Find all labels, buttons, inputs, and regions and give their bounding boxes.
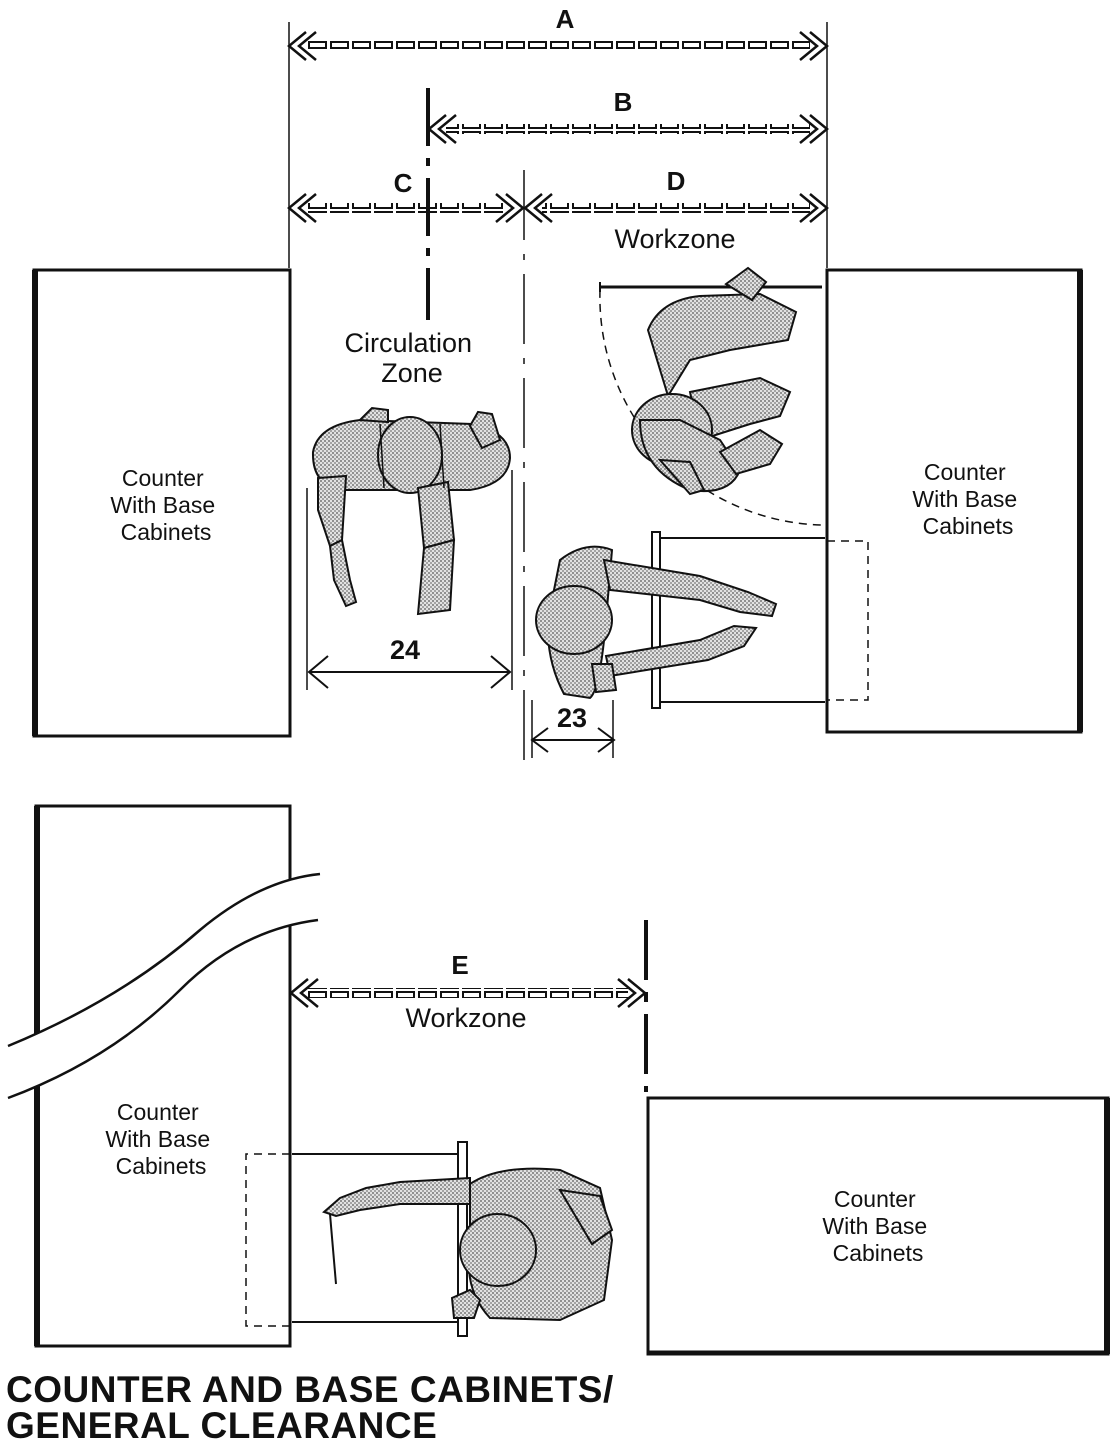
person-walking-icon: [311, 406, 512, 616]
dimension-c-label: C: [394, 168, 413, 198]
counter-top-right-label: Counter With Base Cabinets: [912, 459, 1023, 539]
workzone-top-label: Workzone: [614, 224, 735, 254]
counter-bottom-left: [7, 804, 321, 1348]
counter-bottom-right-label: Counter With Base Cabinets: [822, 1186, 933, 1266]
counter-bottom-left-label: Counter With Base Cabinets: [105, 1099, 216, 1179]
door-swing-top: [599, 282, 823, 526]
dimension-23: [530, 700, 616, 758]
dimension-a: [287, 31, 829, 61]
dimension-e-label: E: [451, 950, 468, 980]
dimension-24: [307, 655, 512, 689]
dimension-24-label: 24: [390, 635, 420, 665]
dimension-d: [523, 193, 829, 223]
dimension-c: [287, 193, 525, 223]
dimension-23-label: 23: [557, 703, 587, 733]
diagram-title: COUNTER AND BASE CABINETS/ GENERAL CLEAR…: [6, 1369, 614, 1446]
title-line-1: COUNTER AND BASE CABINETS/: [6, 1369, 614, 1410]
dimension-b: [427, 114, 829, 144]
dimension-a-label: A: [556, 4, 575, 34]
title-line-2: GENERAL CLEARANCE: [6, 1405, 438, 1446]
person-at-drawer-icon: [535, 545, 778, 700]
counter-top-left-label: Counter With Base Cabinets: [110, 465, 221, 545]
dimension-b-label: B: [614, 87, 633, 117]
dimension-e: [289, 978, 647, 1008]
counter-top-right: [825, 268, 1083, 734]
workzone-bottom-label: Workzone: [405, 1003, 526, 1033]
person-bottom-drawer-icon: [322, 1167, 614, 1322]
open-drawer-top: [651, 531, 869, 709]
person-opening-door-icon: [631, 266, 798, 496]
counter-bottom-right: [646, 1096, 1110, 1356]
dimension-d-label: D: [667, 166, 686, 196]
counter-top-left: [32, 268, 292, 738]
circulation-zone-label: Circulation Zone: [344, 328, 479, 388]
